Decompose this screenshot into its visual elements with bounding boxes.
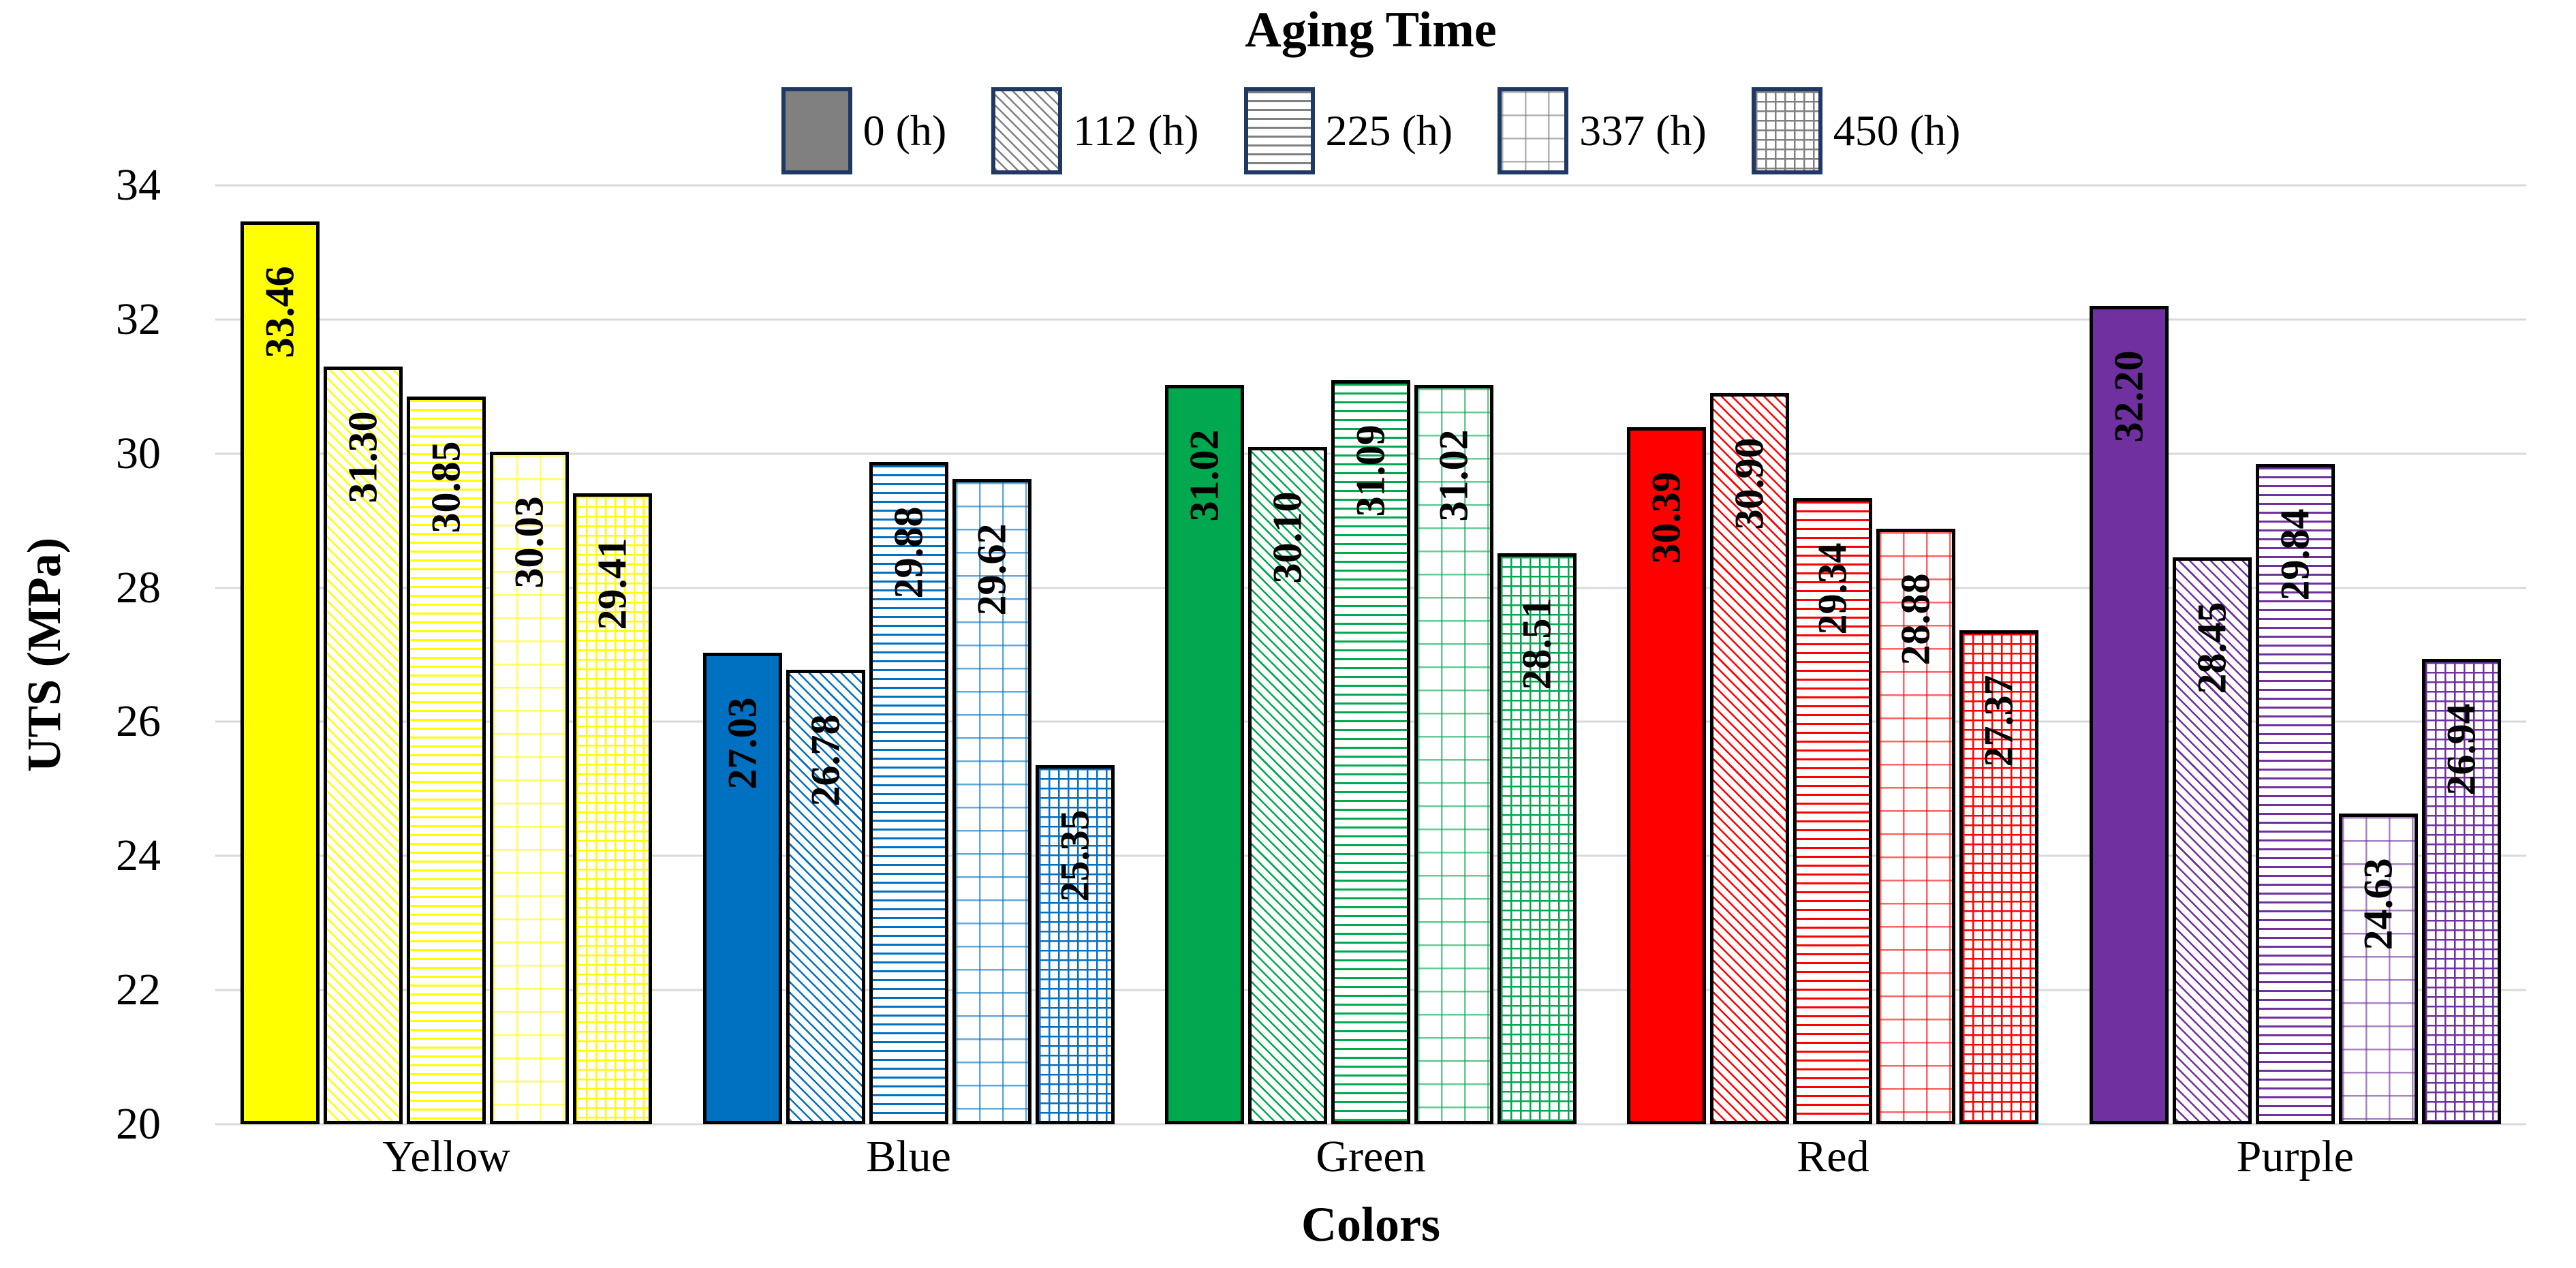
- bar-group-yellow: 33.46 31.30 30.85 30.03 29.41: [215, 185, 677, 1124]
- y-tick-label: 34: [116, 160, 161, 210]
- bar-blue-112h: 26.78: [786, 669, 865, 1124]
- bar-value-label: 28.51: [1514, 598, 1559, 690]
- legend-swatch-solid-icon: [781, 87, 852, 174]
- y-tick-label: 28: [116, 562, 161, 613]
- x-tick-label-purple: Purple: [2236, 1132, 2354, 1181]
- gridline: [215, 184, 2526, 187]
- bar-purple-225h: 29.84: [2255, 464, 2335, 1124]
- y-tick-label: 32: [116, 294, 161, 344]
- legend-label: 225 (h): [1325, 106, 1453, 155]
- y-tick-label: 30: [116, 428, 161, 478]
- bar-yellow-0h: 33.46: [240, 221, 320, 1124]
- bar-purple-337h: 24.63: [2338, 814, 2418, 1124]
- bar-red-450h: 27.37: [1959, 630, 2039, 1124]
- bar-purple-450h: 26.94: [2421, 658, 2501, 1124]
- bar-red-0h: 30.39: [1627, 427, 1707, 1124]
- bar-red-337h: 28.88: [1876, 528, 1956, 1124]
- bar-value-label: 29.88: [886, 506, 931, 599]
- bar-value-label: 26.94: [2438, 703, 2484, 796]
- bar-groups: 33.46 31.30 30.85 30.03 29.41 27.03 26.78 29.88…: [215, 185, 2526, 1124]
- bar-value-label: 29.84: [2272, 508, 2318, 601]
- bar-value-label: 31.02: [1431, 429, 1476, 522]
- bar-green-112h: 30.10: [1248, 446, 1328, 1124]
- bar-yellow-112h: 31.30: [324, 366, 403, 1124]
- legend-label: 112 (h): [1073, 106, 1199, 155]
- bar-group-purple: 32.20 28.45 29.84 24.63 26.94: [2064, 185, 2526, 1124]
- legend-item-450-h: 450 (h): [1751, 87, 1961, 174]
- bar-value-label: 27.03: [719, 697, 765, 790]
- bar-yellow-337h: 30.03: [490, 451, 570, 1124]
- bar-value-label: 28.88: [1893, 573, 1938, 666]
- bar-value-label: 30.39: [1643, 471, 1689, 564]
- x-tick-label-red: Red: [1797, 1132, 1869, 1181]
- bar-value-label: 27.37: [1976, 675, 2021, 767]
- chart-title: Aging Time: [1245, 2, 1497, 58]
- bar-value-label: 24.63: [2355, 858, 2401, 950]
- y-tick-label: 22: [116, 965, 161, 1015]
- bar-red-112h: 30.90: [1710, 393, 1790, 1124]
- bar-group-red: 30.39 30.90 29.34 28.88 27.37: [1602, 185, 2064, 1124]
- legend-swatch-grid-dashed-icon: [1498, 87, 1569, 174]
- legend-item-0-h: 0 (h): [781, 87, 947, 174]
- bar-value-label: 26.78: [803, 714, 848, 807]
- plot-area: 33.46 31.30 30.85 30.03 29.41 27.03 26.78 29.88…: [215, 184, 2526, 1126]
- bar-value-label: 32.20: [2106, 350, 2152, 443]
- bar-yellow-225h: 30.85: [407, 397, 486, 1124]
- legend-swatch-grid-fine-icon: [1751, 87, 1822, 174]
- bar-purple-112h: 28.45: [2172, 557, 2252, 1124]
- bar-value-label: 29.34: [1810, 542, 1855, 635]
- x-tick-label-blue: Blue: [866, 1132, 951, 1181]
- bar-value-label: 28.45: [2189, 602, 2235, 694]
- y-tick-label: 24: [116, 831, 161, 881]
- x-axis-tick-labels: Yellow Blue Green Red Purple: [215, 1131, 2526, 1183]
- x-tick-label-yellow: Yellow: [382, 1132, 511, 1181]
- y-tick-label: 26: [116, 696, 161, 747]
- legend-item-225-h: 225 (h): [1243, 87, 1453, 174]
- bar-value-label: 30.85: [423, 441, 469, 534]
- x-tick-label-green: Green: [1316, 1132, 1426, 1181]
- bar-value-label: 31.02: [1181, 429, 1227, 522]
- legend-label: 0 (h): [863, 106, 947, 155]
- bar-value-label: 33.46: [257, 266, 302, 358]
- bar-blue-0h: 27.03: [702, 653, 782, 1124]
- bar-value-label: 29.41: [589, 538, 635, 630]
- bar-blue-225h: 29.88: [869, 461, 948, 1124]
- bar-green-0h: 31.02: [1165, 385, 1245, 1124]
- y-axis-tick-labels: 34 32 30 28 26 24 22 20: [0, 163, 191, 1147]
- legend-item-112-h: 112 (h): [991, 87, 1199, 174]
- bar-blue-337h: 29.62: [952, 479, 1031, 1124]
- bar-value-label: 31.09: [1348, 424, 1393, 517]
- bar-green-337h: 31.02: [1414, 385, 1494, 1124]
- bar-value-label: 30.90: [1726, 437, 1772, 530]
- bar-red-225h: 29.34: [1793, 497, 1873, 1124]
- bar-purple-0h: 32.20: [2089, 306, 2169, 1124]
- bar-group-green: 31.02 30.10 31.09 31.02 28.51: [1140, 185, 1602, 1124]
- legend-label: 450 (h): [1833, 106, 1961, 155]
- legend-swatch-diag-icon: [991, 87, 1063, 174]
- y-tick-label: 20: [116, 1099, 161, 1149]
- bar-blue-450h: 25.35: [1035, 765, 1115, 1124]
- bar-value-label: 30.10: [1264, 491, 1310, 584]
- gridline: [215, 1123, 2526, 1126]
- legend-swatch-horiz-icon: [1243, 87, 1315, 174]
- bar-value-label: 31.30: [340, 411, 386, 504]
- bar-value-label: 25.35: [1052, 809, 1098, 902]
- bar-value-label: 29.62: [969, 523, 1014, 616]
- bar-green-450h: 28.51: [1498, 553, 1577, 1124]
- bar-green-225h: 31.09: [1331, 380, 1411, 1124]
- legend-label: 337 (h): [1579, 106, 1707, 155]
- bar-group-blue: 27.03 26.78 29.88 29.62 25.35: [677, 185, 1139, 1124]
- bar-value-label: 30.03: [506, 496, 552, 589]
- gridline: [215, 318, 2526, 321]
- x-axis-title: Colors: [1301, 1197, 1440, 1252]
- bar-yellow-450h: 29.41: [573, 493, 653, 1124]
- legend: 0 (h) 112 (h) 225 (h) 337 (h) 450 (h): [215, 83, 2526, 179]
- legend-item-337-h: 337 (h): [1498, 87, 1707, 174]
